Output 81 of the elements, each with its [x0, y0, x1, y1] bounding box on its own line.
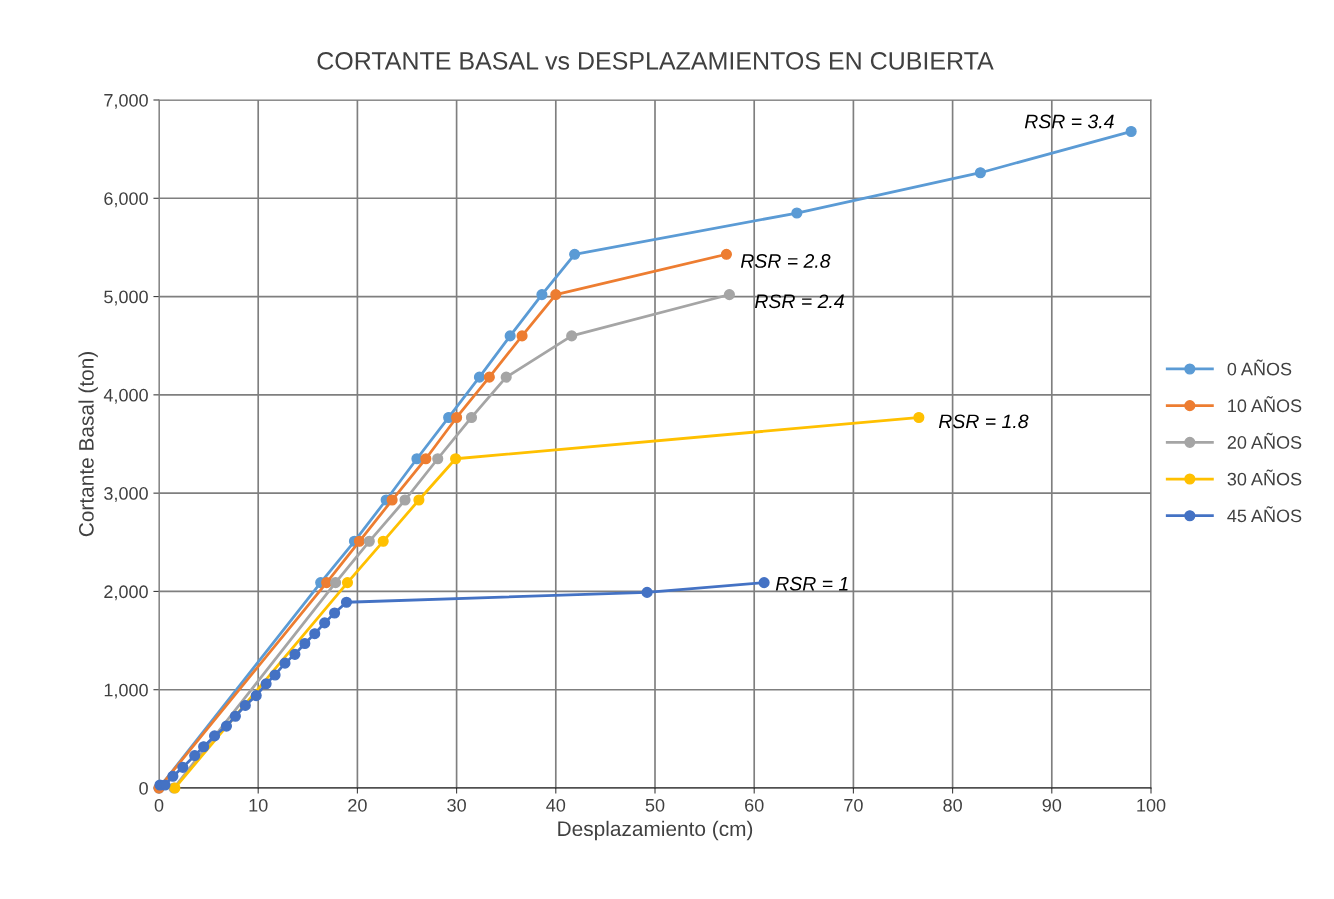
point — [239, 699, 251, 711]
annotation: RSR = 3.4 — [1024, 114, 1114, 129]
point — [465, 411, 478, 424]
point — [566, 330, 578, 342]
point — [299, 637, 311, 650]
point — [451, 411, 463, 424]
point — [289, 648, 301, 660]
point — [550, 289, 562, 301]
point — [189, 750, 201, 762]
x-axis-title: Desplazamiento (cm) — [558, 820, 753, 841]
y-tick-label: 1,000 — [104, 683, 148, 699]
point — [483, 371, 495, 383]
point — [260, 678, 272, 690]
point — [569, 248, 581, 260]
x-tick-label: 60 — [745, 798, 764, 812]
x-tick-label: 10 — [249, 798, 268, 812]
point — [536, 289, 548, 301]
point — [500, 371, 512, 383]
point — [269, 669, 281, 681]
annotation: RSR = 2.4 — [755, 294, 844, 309]
y-tick-label: 0 — [139, 781, 148, 795]
point — [450, 453, 462, 465]
legend-label: 20 AÑOS — [1227, 432, 1302, 449]
x-tick-label: 0 — [154, 798, 164, 812]
annotation: RSR = 2.8 — [740, 254, 831, 268]
y-tick-label: 4,000 — [103, 388, 148, 404]
point — [420, 453, 432, 465]
point — [974, 167, 986, 179]
y-axis-title: Cortante Basal (ton) — [78, 352, 98, 537]
point — [330, 577, 342, 589]
y-tick-label: 6,000 — [104, 192, 148, 208]
y-tick-label: 3,000 — [104, 487, 148, 502]
x-tick-label: 100 — [1137, 798, 1166, 812]
point — [167, 770, 179, 782]
x-tick-label: 90 — [1042, 798, 1062, 812]
chart-title: CORTANTE BASAL vs DESPLAZAMIENTOS EN CUBIERTA — [317, 51, 994, 70]
point — [319, 617, 331, 629]
legend-label: 30 AÑOS — [1227, 469, 1302, 486]
point — [758, 577, 770, 589]
y-tick-label: 7,000 — [104, 93, 148, 109]
legend-label: 10 AÑOS — [1228, 396, 1302, 413]
x-tick-label: 30 — [447, 798, 466, 812]
point — [413, 494, 425, 506]
point — [329, 607, 341, 619]
point — [516, 330, 528, 342]
point — [432, 453, 444, 465]
point — [341, 577, 354, 589]
x-tick-label: 40 — [546, 798, 566, 812]
point — [504, 330, 516, 342]
point — [399, 494, 411, 506]
point — [340, 596, 353, 608]
point — [220, 720, 233, 732]
point — [913, 411, 925, 424]
point — [411, 453, 423, 465]
point — [377, 535, 389, 547]
annotation: RSR = 1 — [775, 576, 848, 591]
point — [279, 657, 291, 669]
y-tick-label: 2,000 — [104, 585, 148, 601]
point — [208, 730, 221, 742]
point — [641, 586, 653, 598]
annotation: RSR = 1.8 — [938, 414, 1029, 429]
legend-label: 45 AÑOS — [1227, 506, 1302, 523]
x-tick-label: 80 — [943, 798, 962, 812]
point — [363, 535, 375, 547]
point — [723, 289, 735, 301]
point — [250, 690, 262, 702]
point — [353, 535, 365, 547]
legend-label: 0 AÑOS — [1227, 359, 1292, 376]
x-tick-label: 70 — [844, 798, 863, 812]
point — [309, 628, 321, 640]
point — [791, 207, 803, 219]
point — [720, 248, 732, 260]
point — [198, 741, 210, 753]
point — [177, 761, 189, 773]
point — [229, 710, 241, 722]
point — [1125, 125, 1137, 138]
x-tick-label: 20 — [348, 798, 367, 812]
y-tick-label: 5,000 — [104, 290, 148, 306]
point — [386, 494, 398, 506]
point — [473, 371, 485, 383]
x-tick-label: 50 — [645, 798, 665, 812]
